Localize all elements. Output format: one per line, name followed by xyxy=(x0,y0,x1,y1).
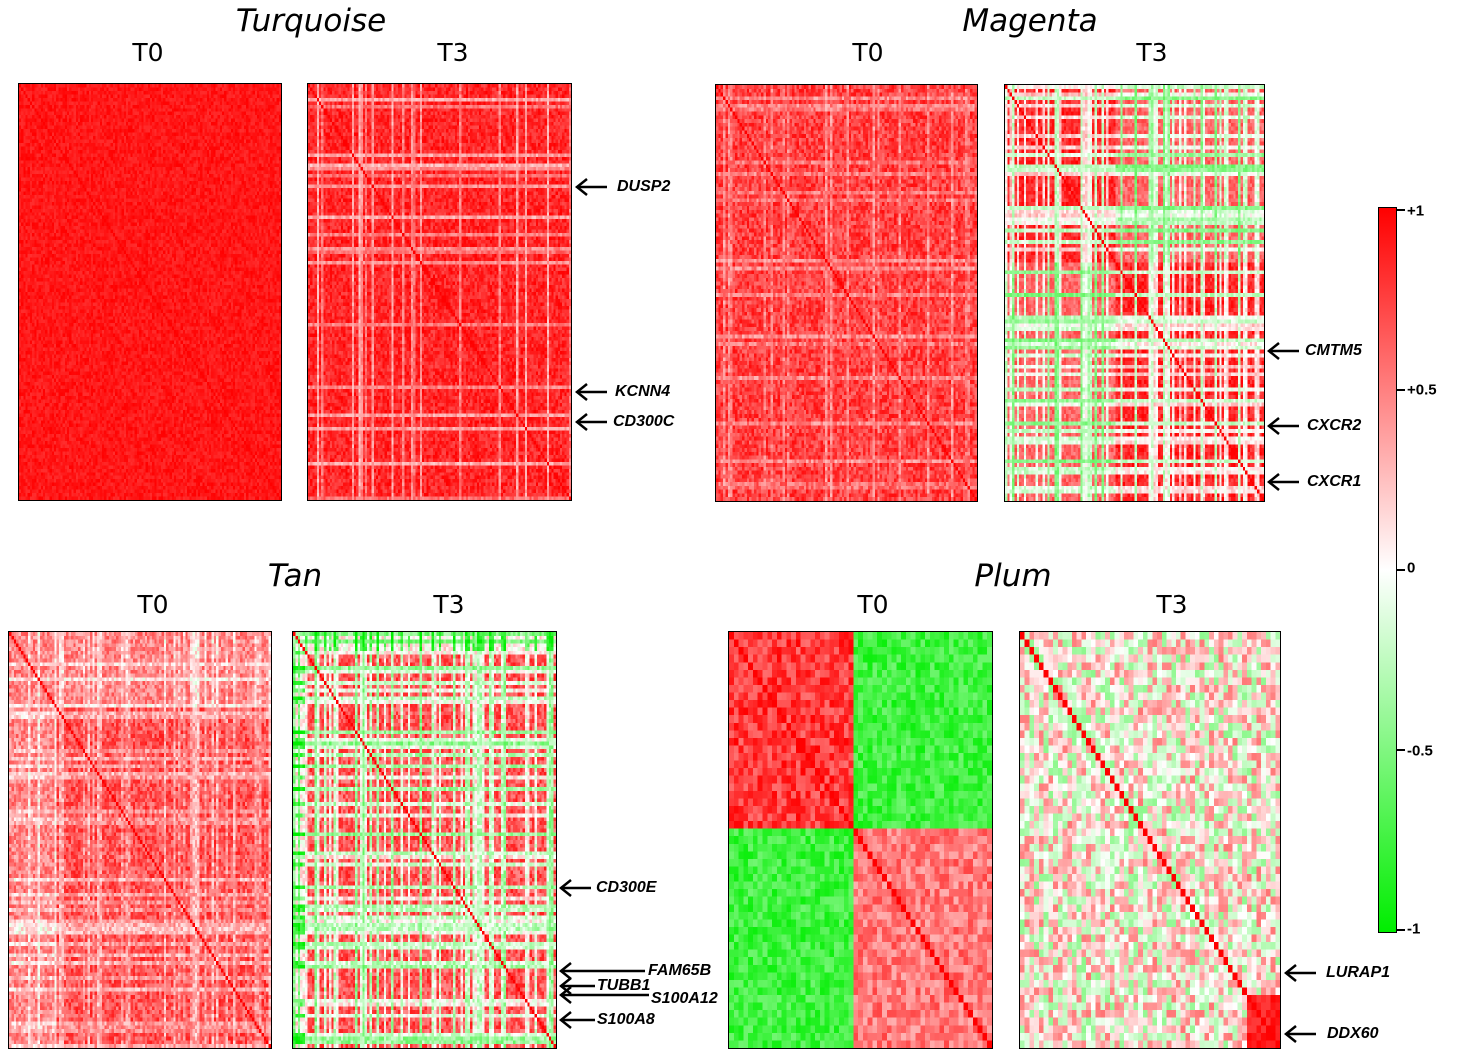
arrow-icon xyxy=(558,977,595,995)
gene-label-ddx60: DDX60 xyxy=(1327,1025,1379,1042)
arrow-icon xyxy=(574,383,607,401)
arrow-icon xyxy=(1266,342,1299,360)
arrow-icon xyxy=(558,1011,595,1029)
heatmap-cells xyxy=(293,632,556,1048)
colorbar-tick xyxy=(1397,929,1405,931)
heatmap-cells xyxy=(716,85,977,501)
colorbar-label-minus-1: -1 xyxy=(1407,920,1421,938)
module-title-plum: Plum xyxy=(974,558,1052,594)
arrow-icon xyxy=(1283,1025,1316,1043)
colorbar-tick xyxy=(1397,389,1405,391)
colorbar-tick xyxy=(1397,749,1405,751)
gene-label-cmtm5: CMTM5 xyxy=(1305,342,1362,359)
time-label-tan-t0: T0 xyxy=(137,590,169,619)
arrow-icon xyxy=(558,879,591,897)
gene-label-s100a8: S100A8 xyxy=(597,1011,655,1028)
heatmap-tan-t3 xyxy=(292,631,557,1049)
heatmap-cells xyxy=(9,632,271,1048)
gene-label-cxcr1: CXCR1 xyxy=(1307,473,1362,490)
arrow-icon xyxy=(1266,473,1299,491)
heatmap-cells xyxy=(729,632,992,1048)
heatmap-turquoise-t3 xyxy=(307,83,572,501)
gene-label-dusp2: DUSP2 xyxy=(617,178,671,195)
gene-label-cd300c: CD300C xyxy=(613,413,675,430)
colorbar-tick xyxy=(1397,569,1405,571)
heatmap-magenta-t0 xyxy=(715,84,978,502)
gene-label-tubb1: TUBB1 xyxy=(597,977,651,994)
module-title-magenta: Magenta xyxy=(962,3,1098,39)
heatmap-cells xyxy=(1020,632,1280,1048)
gene-label-cxcr2: CXCR2 xyxy=(1307,417,1362,434)
colorbar-label-minus-0-5: -0.5 xyxy=(1407,742,1433,760)
colorbar-label-plus-1: +1 xyxy=(1407,202,1425,220)
colorbar-label-plus-0-5: +0.5 xyxy=(1407,381,1437,399)
arrow-icon xyxy=(1283,964,1316,982)
arrow-icon xyxy=(574,178,607,196)
gene-label-fam65b: FAM65B xyxy=(648,962,712,979)
time-label-magenta-t0: T0 xyxy=(852,38,884,67)
gene-label-s100a12: S100A12 xyxy=(651,990,718,1007)
heatmap-cells xyxy=(1005,85,1264,501)
heatmap-turquoise-t0 xyxy=(18,83,282,501)
time-label-turquoise-t3: T3 xyxy=(437,38,469,67)
colorbar-label-zero: 0 xyxy=(1407,559,1416,577)
time-label-magenta-t3: T3 xyxy=(1136,38,1168,67)
heatmap-magenta-t3 xyxy=(1004,84,1265,502)
time-label-turquoise-t0: T0 xyxy=(132,38,164,67)
heatmap-plum-t0 xyxy=(728,631,993,1049)
heatmap-plum-t3 xyxy=(1019,631,1281,1049)
gene-label-lurap1: LURAP1 xyxy=(1326,964,1391,981)
arrow-icon xyxy=(558,986,649,1004)
arrow-icon xyxy=(558,962,645,980)
module-title-turquoise: Turquoise xyxy=(235,3,387,39)
time-label-plum-t3: T3 xyxy=(1156,590,1188,619)
colorbar-tick xyxy=(1397,209,1405,211)
time-label-tan-t3: T3 xyxy=(433,590,465,619)
time-label-plum-t0: T0 xyxy=(857,590,889,619)
arrow-icon xyxy=(574,413,607,431)
heatmap-tan-t0 xyxy=(8,631,272,1049)
gene-label-kcnn4: KCNN4 xyxy=(615,383,671,400)
module-title-tan: Tan xyxy=(267,558,323,594)
gene-label-cd300e: CD300E xyxy=(596,879,657,896)
color-scale-bar xyxy=(1378,207,1397,933)
arrow-icon xyxy=(1266,417,1299,435)
heatmap-cells xyxy=(308,84,571,500)
heatmap-cells xyxy=(19,84,281,500)
